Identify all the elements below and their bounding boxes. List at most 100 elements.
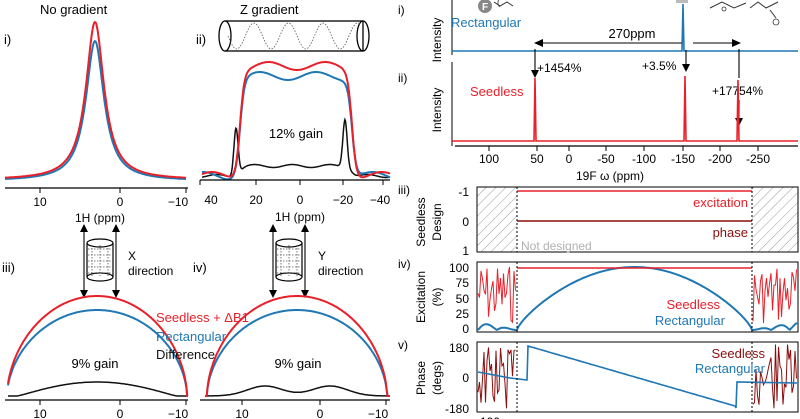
legend-excitation: excitation bbox=[693, 195, 748, 210]
rectangular-label: Rectangular bbox=[451, 15, 522, 30]
rectangular-line bbox=[7, 309, 189, 397]
rectangular-spectrum bbox=[452, 3, 798, 52]
y-axis-label: Seedless bbox=[414, 197, 428, 246]
tick-label: -250 bbox=[746, 152, 770, 166]
panel-ii: ii) Z gradient 12% gain 40 20 0 −20 −40 … bbox=[196, 2, 391, 224]
direction-label: direction bbox=[128, 264, 173, 278]
tick-label: 100 bbox=[449, 261, 469, 275]
panel-label: i) bbox=[4, 32, 11, 47]
seedless-line bbox=[4, 20, 186, 179]
seedless-noise bbox=[477, 344, 797, 409]
tick-label: −20 bbox=[333, 193, 354, 207]
rectangular-line bbox=[5, 39, 186, 180]
rectangular-line bbox=[477, 266, 798, 332]
tick-label: −10 bbox=[168, 195, 189, 209]
panel-label: iii) bbox=[2, 260, 15, 275]
not-designed-label: Not designed bbox=[521, 239, 592, 253]
direction-label: direction bbox=[318, 264, 363, 278]
seedless-line bbox=[7, 295, 189, 397]
tick-label: 180 bbox=[449, 341, 469, 355]
axis-label: 19F ω (ppm) bbox=[576, 169, 644, 183]
tick-label: 100 bbox=[479, 152, 499, 166]
difference-line bbox=[205, 385, 390, 397]
y-axis-label: (degs) bbox=[430, 361, 444, 395]
tick-label: 0 bbox=[117, 195, 124, 209]
tick-label: 0 bbox=[462, 371, 469, 385]
excitation-panel: iv) Excitation (%) 100 75 50 25 0 Seedle… bbox=[398, 257, 799, 336]
hatched-region bbox=[477, 187, 517, 252]
panel-i: i) No gradient 10 0 −10 1H (ppm) bbox=[4, 2, 189, 225]
x-coil-icon bbox=[80, 224, 120, 298]
tick-label: 75 bbox=[456, 276, 470, 290]
y-axis-label: (%) bbox=[430, 288, 444, 307]
panel-label: iv) bbox=[398, 257, 411, 271]
gain-label: 12% gain bbox=[269, 126, 323, 141]
y-axis-label: Intensity bbox=[430, 88, 444, 133]
annotation-label: +3.5% bbox=[642, 59, 677, 73]
seedless-line bbox=[201, 61, 391, 179]
legend-rectangular: Rectangular bbox=[156, 329, 227, 344]
axis-label: 1H (ppm) bbox=[75, 211, 125, 225]
rectangular-line bbox=[205, 309, 390, 397]
legend-seedless: Seedless bbox=[712, 346, 766, 361]
tick-label: 0 bbox=[462, 215, 469, 229]
seedless-label: Seedless bbox=[470, 84, 524, 99]
arrow-head-icon bbox=[732, 39, 741, 47]
panel-label: v) bbox=[398, 338, 408, 352]
arrow-head-icon bbox=[534, 39, 543, 47]
legend-rectangular: Rectangular bbox=[695, 361, 766, 376]
atom-label: ( bbox=[497, 0, 500, 7]
tick-label: −10 bbox=[368, 407, 389, 419]
arrow-head-icon bbox=[531, 70, 539, 78]
atom-label: F bbox=[482, 2, 488, 13]
tick-label: 100 bbox=[480, 415, 500, 419]
seedless-noise bbox=[477, 266, 797, 324]
y-axis-label: Design bbox=[430, 203, 444, 240]
tick-label: -150 bbox=[671, 152, 695, 166]
direction-label: X bbox=[128, 249, 136, 263]
arrow-head-icon bbox=[682, 64, 690, 72]
annotation-label: +1454% bbox=[537, 61, 582, 75]
direction-label: Y bbox=[318, 249, 326, 263]
tick-label: 20 bbox=[249, 193, 263, 207]
panel-label: i) bbox=[398, 3, 405, 17]
axis-label: 1H (ppm) bbox=[275, 210, 325, 224]
tick-label: -1 bbox=[458, 185, 469, 199]
legend: Seedless + ΔB1 Rectangular Difference bbox=[156, 310, 249, 362]
tick-label: 0 bbox=[566, 152, 573, 166]
panel-title: No gradient bbox=[40, 2, 108, 17]
panel-iii: iii) X direction 9% gain 10 0 −10 bbox=[2, 224, 189, 419]
phase-panel: v) Phase (degs) 180 0 -180 Seedless Rect… bbox=[398, 338, 799, 419]
x-axis-ticks bbox=[488, 146, 759, 151]
seedless-spectrum bbox=[452, 75, 798, 142]
tick-label: 10 bbox=[235, 407, 249, 419]
legend-difference: Difference bbox=[156, 347, 215, 362]
tick-label: 50 bbox=[456, 292, 470, 306]
panel-label: ii) bbox=[398, 71, 407, 85]
tick-label: 10 bbox=[33, 407, 47, 419]
tick-label: 0 bbox=[462, 322, 469, 336]
panel-label: iii) bbox=[398, 183, 410, 197]
tick-label: -50 bbox=[597, 152, 615, 166]
tick-label: -180 bbox=[445, 402, 469, 416]
hatched-region bbox=[752, 187, 798, 252]
tick-label: 0 bbox=[297, 193, 304, 207]
tick-label: −10 bbox=[168, 407, 189, 419]
gain-label: 9% gain bbox=[275, 356, 322, 371]
plot-frame bbox=[476, 261, 799, 333]
panel-iv: iv) Y direction 9% gain 10 0 −10 bbox=[193, 224, 390, 419]
tick-label: 0 bbox=[117, 407, 124, 419]
legend-seedless: Seedless + ΔB1 bbox=[156, 310, 249, 325]
y-axis-label: Phase bbox=[414, 361, 428, 395]
rectangular-line bbox=[477, 344, 798, 409]
gain-label: 9% gain bbox=[72, 356, 119, 371]
difference-line bbox=[8, 381, 188, 397]
tick-label: -200 bbox=[708, 152, 732, 166]
molecule-fragment-icon: F ( bbox=[478, 0, 780, 26]
plot-frame bbox=[476, 186, 799, 253]
tick-label: 10 bbox=[33, 195, 47, 209]
plot-frame bbox=[476, 341, 799, 413]
y-axis-label: Excitation bbox=[414, 271, 428, 323]
legend-phase: phase bbox=[713, 225, 748, 240]
